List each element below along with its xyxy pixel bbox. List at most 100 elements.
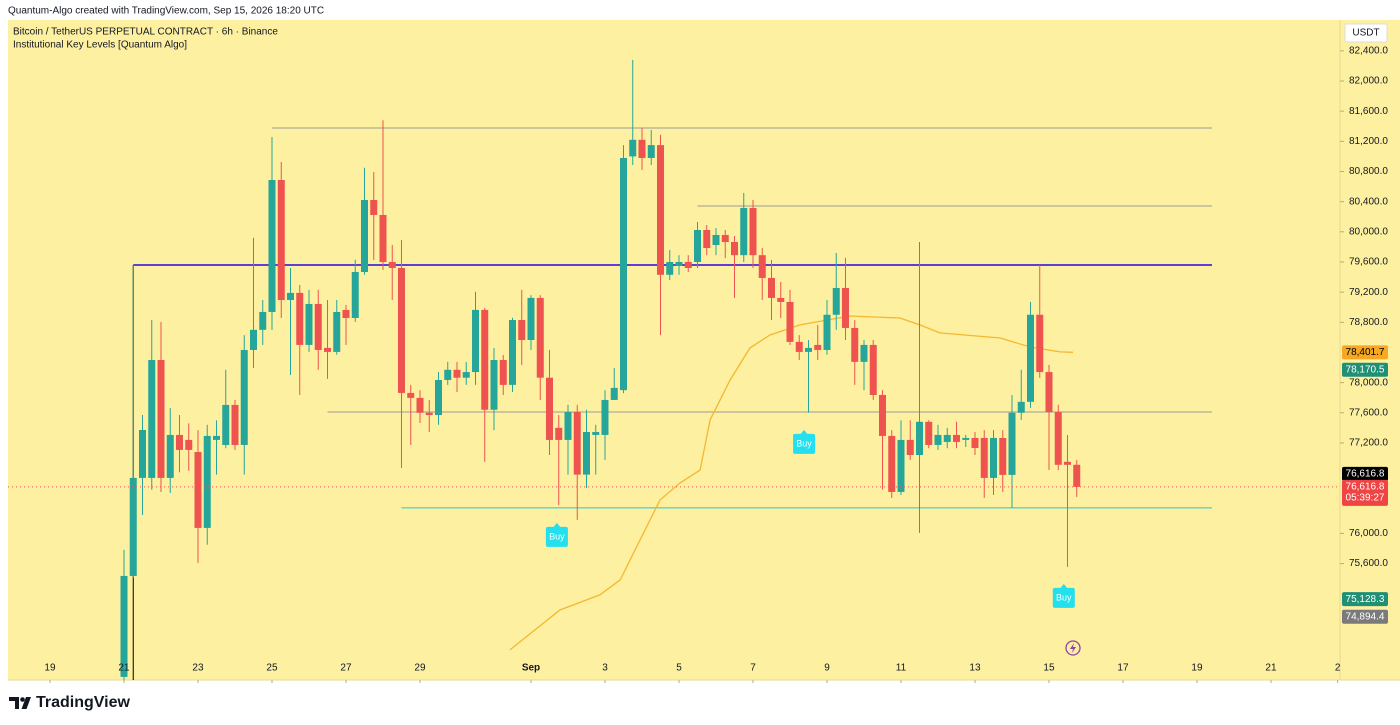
candle-body <box>462 372 470 378</box>
y-tick-label: 76,000.0 <box>1349 528 1388 539</box>
y-tick-label: 81,200.0 <box>1349 136 1388 147</box>
x-tick-label: 3 <box>602 663 608 674</box>
candle-body <box>564 412 572 440</box>
candle-body <box>323 347 331 352</box>
chart-title: Bitcoin / TetherUS PERPETUAL CONTRACT · … <box>13 27 278 38</box>
candle-body <box>740 207 748 256</box>
price-label-box <box>1342 609 1388 624</box>
price-label: 78,401.7 <box>1346 347 1385 358</box>
candle-body <box>212 435 220 440</box>
candle-body <box>971 437 979 448</box>
candle-body <box>379 214 387 262</box>
x-tick-label: 7 <box>750 663 756 674</box>
candle-body <box>832 287 840 315</box>
x-tick-label: Sep <box>522 663 540 674</box>
candle-body <box>851 327 859 362</box>
y-tick-label: 80,400.0 <box>1349 196 1388 207</box>
candle-body <box>166 434 174 478</box>
y-tick-label: 75,600.0 <box>1349 558 1388 569</box>
x-tick-label: 19 <box>1191 663 1203 674</box>
candle-body <box>333 311 341 352</box>
y-tick-label: 82,400.0 <box>1349 45 1388 56</box>
price-label-box <box>1342 592 1388 607</box>
y-tick-label: 81,600.0 <box>1349 106 1388 117</box>
chart-background <box>8 20 1400 680</box>
candle-body <box>749 207 757 256</box>
candle-body <box>545 377 553 440</box>
candle-body <box>703 229 711 249</box>
candle-body <box>647 145 655 158</box>
candle-body <box>1026 314 1034 402</box>
candle-body <box>666 261 674 275</box>
candle-body <box>767 277 775 298</box>
countdown: 05:39:27 <box>1346 493 1385 504</box>
y-tick-label: 78,000.0 <box>1349 377 1388 388</box>
candle-body <box>878 394 886 436</box>
candle-body <box>203 435 211 528</box>
candle-body <box>962 437 970 440</box>
candle-body <box>194 451 202 528</box>
logo-mark <box>21 697 31 709</box>
x-tick-label: 21 <box>1265 663 1277 674</box>
candle-body <box>351 271 359 318</box>
currency-box[interactable] <box>1344 23 1388 43</box>
x-tick-label: 25 <box>266 663 278 674</box>
candle-body <box>730 241 738 256</box>
candle-body <box>1073 464 1081 487</box>
y-tick-label: 77,600.0 <box>1349 407 1388 418</box>
candle-body <box>638 139 646 158</box>
x-tick-label: 17 <box>1117 663 1129 674</box>
candle-body <box>536 297 544 378</box>
price-label-box <box>1342 345 1388 360</box>
candle-body <box>481 309 489 410</box>
candle-body <box>656 145 664 275</box>
candle-body <box>869 344 877 395</box>
candle-body <box>231 404 239 445</box>
attribution: Quantum-Algo created with TradingView.co… <box>8 6 324 17</box>
candle-body <box>888 435 896 492</box>
candle-body <box>841 287 849 328</box>
candle-body <box>249 329 257 350</box>
candle-body <box>1008 412 1016 475</box>
price-label-box <box>1342 466 1388 481</box>
candle-body <box>1017 401 1025 413</box>
candle-body <box>1045 372 1053 413</box>
price-label-box <box>1342 479 1388 506</box>
candle-body <box>712 234 720 246</box>
candle-body <box>490 359 498 410</box>
candle-body <box>989 437 997 478</box>
signal-box <box>1052 587 1075 608</box>
event-icon[interactable] <box>1065 640 1081 656</box>
logo-mark <box>20 697 25 702</box>
candle-body <box>185 439 193 450</box>
candle-body <box>360 199 368 272</box>
candle-body <box>684 261 692 268</box>
candle-body <box>943 434 951 442</box>
y-tick-label: 80,000.0 <box>1349 226 1388 237</box>
candle-body <box>758 255 766 278</box>
candle-body <box>434 379 442 416</box>
candle-body <box>453 369 461 378</box>
candle-body <box>573 412 581 475</box>
candle-body <box>952 434 960 442</box>
price-label: 76,616.8 <box>1346 469 1385 480</box>
y-tick-label: 80,800.0 <box>1349 166 1388 177</box>
candle-body <box>897 439 905 492</box>
plot <box>120 59 1212 680</box>
candle-body <box>777 297 785 302</box>
signal-label: Buy <box>1056 592 1072 602</box>
candle-body <box>795 341 803 352</box>
x-tick-label: 29 <box>414 663 426 674</box>
candle-body <box>314 303 322 350</box>
price-label: 76,616.8 <box>1346 482 1385 493</box>
brand: TradingView <box>36 694 131 711</box>
candle-body <box>471 309 479 373</box>
x-tick-label: 21 <box>118 663 130 674</box>
x-tick-label: 27 <box>340 663 352 674</box>
candle-body <box>721 234 729 242</box>
candle-body <box>925 421 933 445</box>
candle-body <box>1054 412 1062 465</box>
x-tick-label: 9 <box>824 663 830 674</box>
